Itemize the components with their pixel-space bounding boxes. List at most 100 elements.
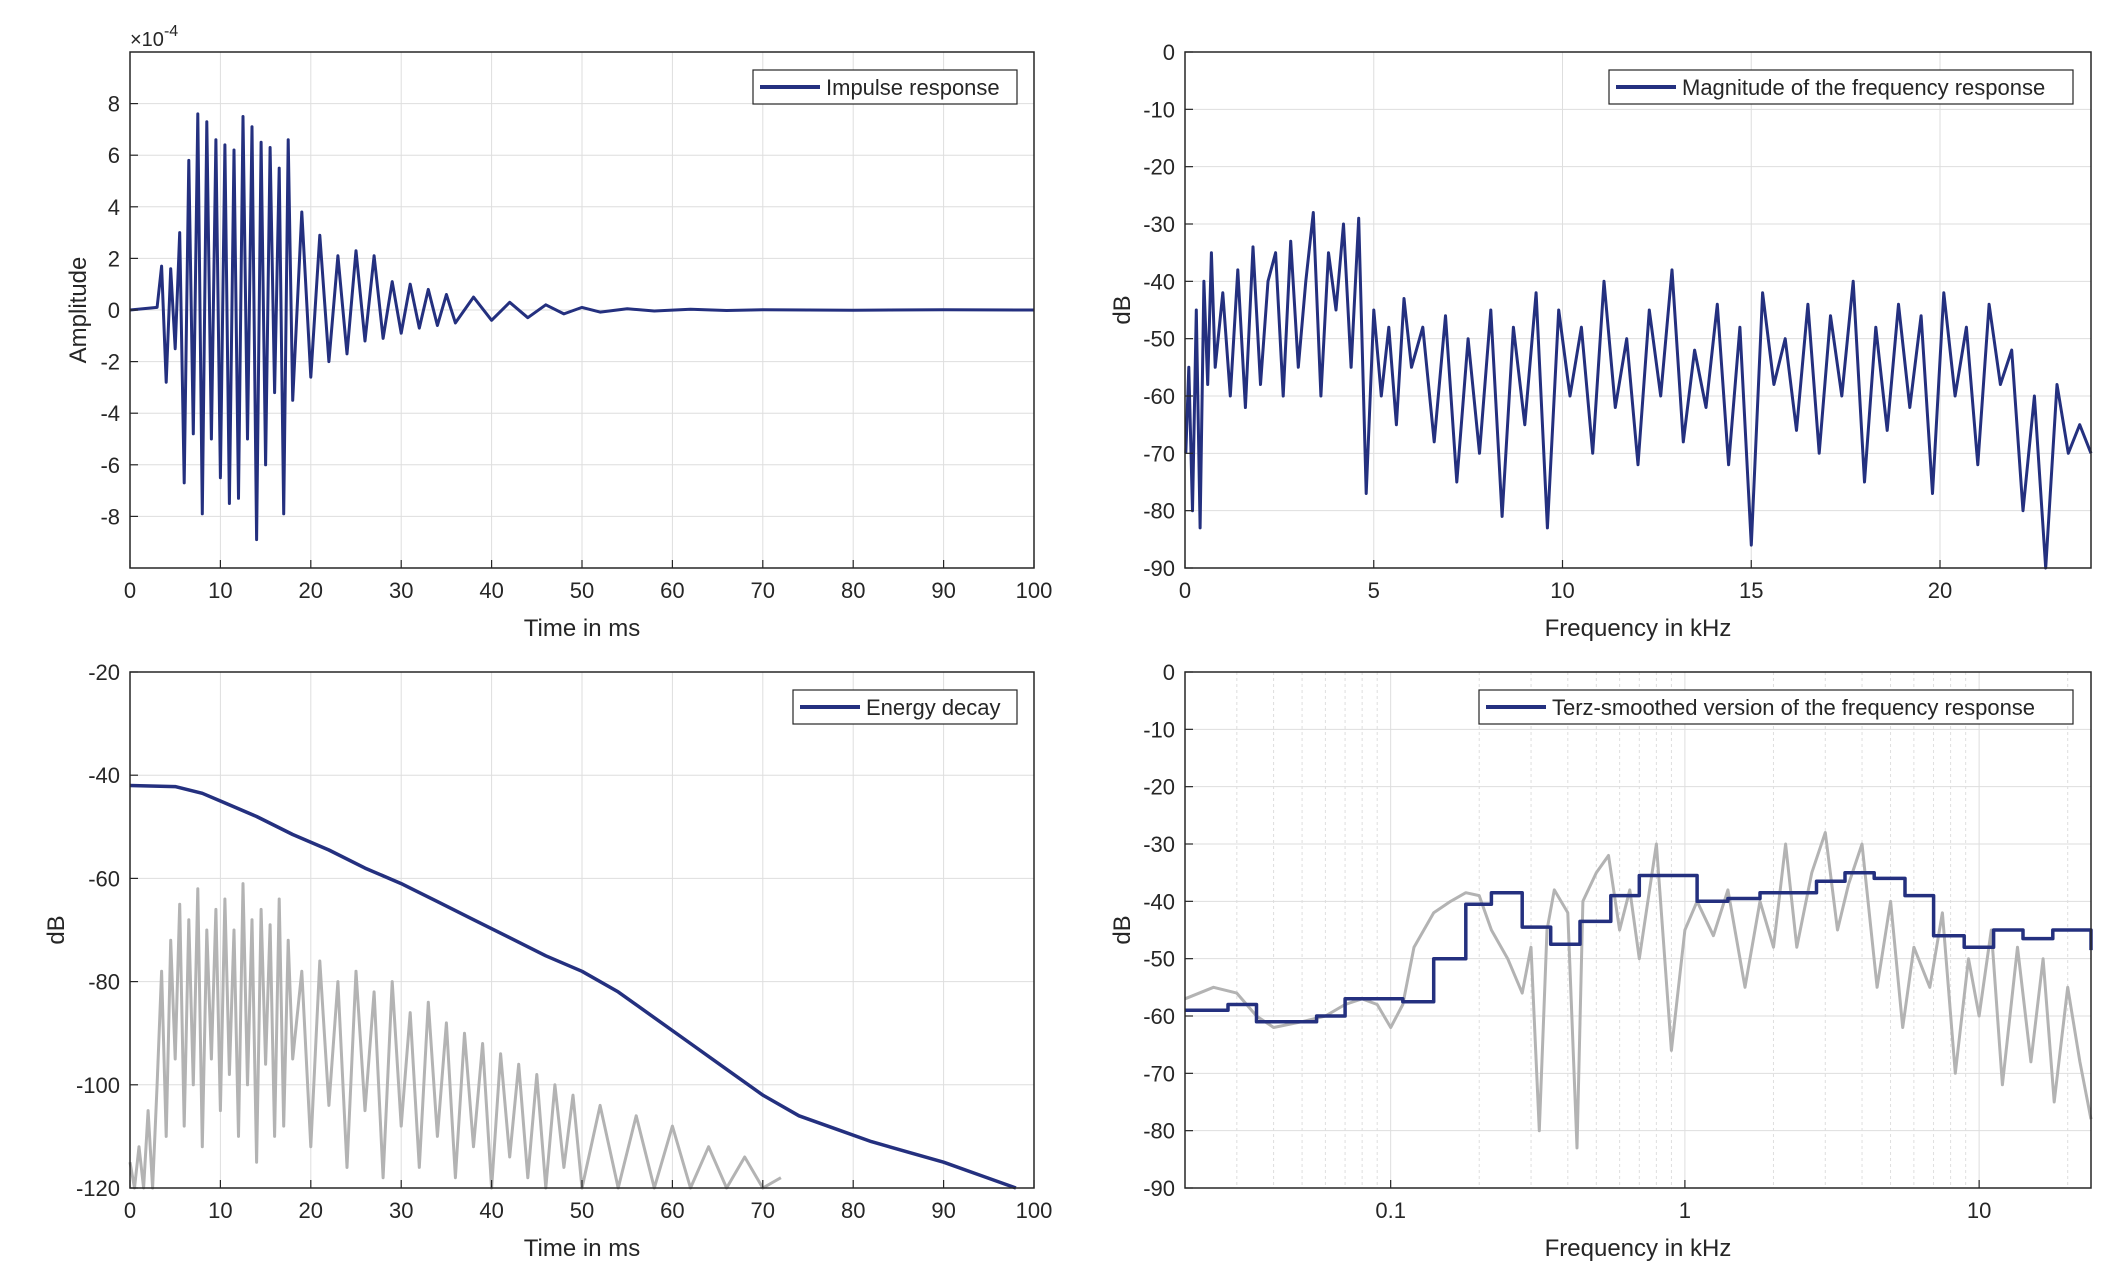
magnitude-yticks: 0 -10 -20 -30 -40 -50 -60 -70 -80 -90 xyxy=(1143,40,1193,581)
energy-xticks: 0 10 20 30 40 50 60 70 80 90 100 xyxy=(124,1180,1052,1223)
magnitude-legend: Magnitude of the frequency response xyxy=(1608,69,2074,105)
magnitude-panel: 0 5 10 15 20 0 -10 -20 -30 -40 -50 -60 -70 -80 -90 Fr… xyxy=(1109,40,2093,642)
magnitude-y-tick-label: -90 xyxy=(1143,556,1175,581)
terz-x-tick-label: 10 xyxy=(1967,1198,1991,1223)
terz-y-tick-label: -40 xyxy=(1143,889,1175,914)
impulse-y-tick-label: -6 xyxy=(100,453,120,478)
energy-y-tick-label: -80 xyxy=(88,970,120,995)
terz-plot-area xyxy=(1185,672,2091,1188)
energy-yticks: -20 -40 -60 -80 -100 -120 xyxy=(76,660,138,1201)
impulse-x-tick-label: 40 xyxy=(479,578,503,603)
energy-data-layer xyxy=(128,783,1017,1190)
energy-y-tick-label: -100 xyxy=(76,1073,120,1098)
impulse-panel: 0 10 20 30 40 50 60 70 80 90 100 -8 -6 -4 -2 0 2 4 6 8 Tim… xyxy=(65,23,1052,642)
magnitude-x-tick-label: 0 xyxy=(1179,578,1191,603)
magnitude-data-layer xyxy=(1184,211,2093,570)
impulse-yticks: -8 -6 -4 -2 0 2 4 6 8 xyxy=(100,92,138,529)
impulse-x-tick-label: 30 xyxy=(389,578,413,603)
terz-x-tick-label: 0.1 xyxy=(1375,1198,1406,1223)
impulse-y-tick-label: 2 xyxy=(108,246,120,271)
magnitude-legend-label: Magnitude of the frequency response xyxy=(1682,75,2045,100)
magnitude-x-tick-label: 10 xyxy=(1550,578,1574,603)
impulse-series-primary-line xyxy=(129,112,1035,542)
impulse-y-tick-label: 8 xyxy=(108,92,120,117)
energy-y-tick-label: -60 xyxy=(88,866,120,891)
magnitude-x-tick-label: 15 xyxy=(1739,578,1763,603)
magnitude-y-axis-label: dB xyxy=(1109,295,1136,324)
terz-legend-label: Terz-smoothed version of the frequency r… xyxy=(1552,695,2035,720)
magnitude-y-tick-label: -20 xyxy=(1143,155,1175,180)
impulse-x-tick-label: 0 xyxy=(124,578,136,603)
impulse-x-tick-label: 70 xyxy=(751,578,775,603)
magnitude-y-tick-label: -80 xyxy=(1143,499,1175,524)
energy-panel: 0 10 20 30 40 50 60 70 80 90 100 -20-40-60-80-100-… xyxy=(43,660,1052,1262)
terz-x-axis-label: Frequency in kHz xyxy=(1545,1235,1732,1262)
terz-y-tick-label: -80 xyxy=(1143,1119,1175,1144)
magnitude-x-tick-label: 20 xyxy=(1928,578,1952,603)
energy-y-tick-label: -20 xyxy=(88,660,120,685)
impulse-x-tick-label: 80 xyxy=(841,578,865,603)
magnitude-y-tick-label: -30 xyxy=(1143,212,1175,237)
magnitude-y-tick-label: -40 xyxy=(1143,269,1175,294)
impulse-x-axis-label: Time in ms xyxy=(524,615,640,642)
impulse-data-layer xyxy=(129,112,1035,542)
impulse-exponent-label: ×10-4 xyxy=(130,23,178,51)
terz-panel: 0.1 1 10 0 -10 -20 -30 -40 -50 -60 -70 -80 -90 Freq… xyxy=(1109,660,2093,1262)
energy-x-tick-label: 60 xyxy=(660,1198,684,1223)
energy-x-tick-label: 50 xyxy=(570,1198,594,1223)
magnitude-xticks: 0 5 10 15 20 xyxy=(1179,560,1952,603)
energy-x-tick-label: 100 xyxy=(1016,1198,1053,1223)
impulse-x-tick-label: 60 xyxy=(660,578,684,603)
impulse-x-tick-label: 50 xyxy=(570,578,594,603)
terz-y-tick-label: -50 xyxy=(1143,947,1175,972)
energy-x-tick-label: 70 xyxy=(751,1198,775,1223)
impulse-y-tick-label: -8 xyxy=(100,504,120,529)
magnitude-x-axis-label: Frequency in kHz xyxy=(1545,615,1732,642)
energy-series-secondary-line xyxy=(128,882,782,1190)
terz-y-tick-label: -60 xyxy=(1143,1004,1175,1029)
terz-axes-box xyxy=(1184,671,2092,1189)
terz-legend-box xyxy=(1478,689,2074,725)
magnitude-axes-box xyxy=(1184,51,2092,569)
magnitude-x-tick-label: 5 xyxy=(1368,578,1380,603)
energy-y-tick-label: -40 xyxy=(88,763,120,788)
impulse-y-tick-label: 0 xyxy=(108,298,120,323)
impulse-y-tick-label: -2 xyxy=(100,350,120,375)
magnitude-y-tick-label: -60 xyxy=(1143,384,1175,409)
terz-y-tick-label: -90 xyxy=(1143,1176,1175,1201)
terz-xticks: 0.1 1 10 xyxy=(1375,1180,1991,1223)
magnitude-legend-box xyxy=(1608,69,2074,105)
impulse-xticks: 0 10 20 30 40 50 60 70 80 90 100 xyxy=(124,560,1052,603)
impulse-legend-label: Impulse response xyxy=(826,75,1000,100)
energy-x-tick-label: 0 xyxy=(124,1198,136,1223)
energy-x-tick-label: 80 xyxy=(841,1198,865,1223)
impulse-y-axis-label: Amplitude xyxy=(65,257,92,364)
energy-x-tick-label: 20 xyxy=(299,1198,323,1223)
energy-series-primary-line xyxy=(129,783,1017,1190)
magnitude-plot-area xyxy=(1185,52,2091,568)
magnitude-y-tick-label: -50 xyxy=(1143,327,1175,352)
terz-data-layer xyxy=(1184,831,2093,1150)
terz-series-primary-line xyxy=(1185,870,2093,1024)
energy-legend: Energy decay xyxy=(792,689,1018,725)
energy-y-tick-label: -120 xyxy=(76,1176,120,1201)
terz-y-tick-label: 0 xyxy=(1163,660,1175,685)
impulse-x-tick-label: 100 xyxy=(1016,578,1053,603)
impulse-legend: Impulse response xyxy=(752,69,1018,105)
impulse-x-tick-label: 90 xyxy=(931,578,955,603)
magnitude-series-primary-line xyxy=(1184,211,2093,570)
terz-grid xyxy=(1185,671,2091,1189)
energy-x-axis-label: Time in ms xyxy=(524,1235,640,1262)
impulse-y-tick-label: -4 xyxy=(100,401,120,426)
terz-y-tick-label: -10 xyxy=(1143,717,1175,742)
energy-x-tick-label: 30 xyxy=(389,1198,413,1223)
energy-x-tick-label: 90 xyxy=(931,1198,955,1223)
terz-y-axis-label: dB xyxy=(1109,915,1136,944)
impulse-x-tick-label: 20 xyxy=(299,578,323,603)
magnitude-y-tick-label: -10 xyxy=(1143,97,1175,122)
energy-y-axis-label: dB xyxy=(43,915,70,944)
impulse-x-tick-label: 10 xyxy=(208,578,232,603)
impulse-y-tick-label: 6 xyxy=(108,143,120,168)
terz-y-tick-label: -20 xyxy=(1143,775,1175,800)
